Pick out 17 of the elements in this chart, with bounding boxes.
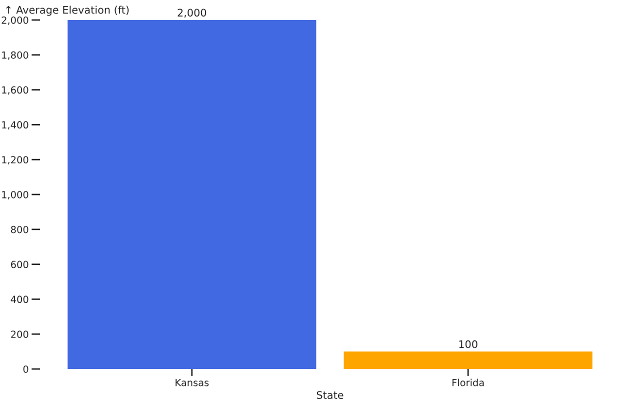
x-axis-title: State <box>316 391 344 399</box>
y-tick-label: 2,000 <box>2 16 28 25</box>
data-label: 2,000 <box>178 8 206 18</box>
y-tick-label: 1,400 <box>2 121 28 130</box>
y-tick-label: 600 <box>11 260 28 268</box>
y-tick-label: 400 <box>10 296 28 304</box>
y-tick-label: 0 <box>23 365 28 373</box>
y-tick-label: 1,200 <box>2 156 28 164</box>
y-tick-label: 1,000 <box>2 190 28 200</box>
x-tick-label: Kansas <box>176 379 209 386</box>
data-label: 100 <box>459 340 478 348</box>
y-tick-label: 200 <box>11 330 28 338</box>
y-tick-label: 1,600 <box>2 86 28 95</box>
y-tick-label: 800 <box>10 226 28 234</box>
x-tick-label: Florida <box>452 378 484 386</box>
y-tick-label: 1,800 <box>2 51 28 60</box>
y-axis-title: ↑ Average Elevation (ft) <box>6 6 129 16</box>
